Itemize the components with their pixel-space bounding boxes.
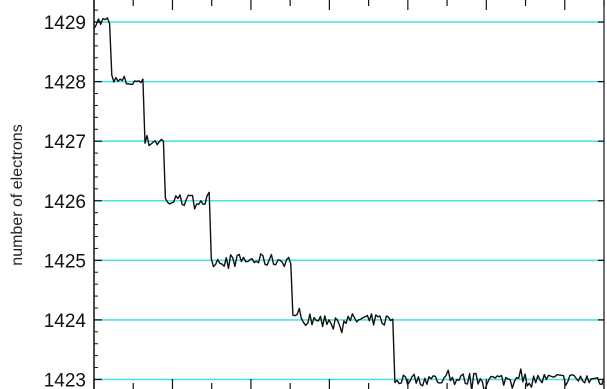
- y-ticks: 1423 1424 1425 1426 1427 1428 1429: [44, 9, 604, 389]
- x-ticks: [93, 0, 605, 389]
- y-tick-label-3: 1426: [44, 192, 86, 213]
- y-tick-label-0: 1423: [44, 370, 86, 389]
- y-tick-label-1: 1424: [44, 311, 87, 332]
- plot-frame: [93, 0, 605, 389]
- series: [93, 17, 605, 389]
- gridlines: [94, 21, 604, 381]
- series-line: [93, 17, 605, 389]
- y-tick-label-6: 1429: [44, 13, 86, 34]
- y-axis-label: number of electrons: [9, 124, 26, 265]
- y-tick-label-2: 1425: [44, 251, 86, 272]
- y-tick-label-4: 1427: [44, 132, 86, 153]
- y-tick-label-5: 1428: [44, 73, 86, 94]
